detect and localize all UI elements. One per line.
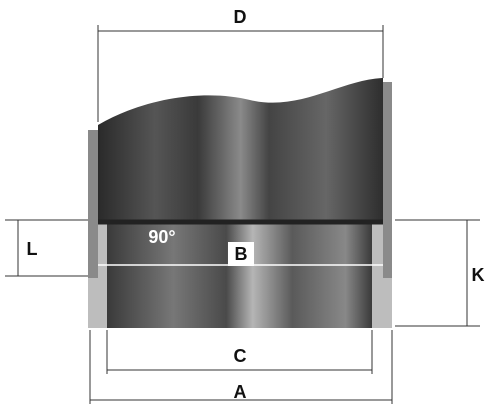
dimension-c: [106, 330, 373, 374]
label-c: C: [234, 346, 247, 366]
label-b: B: [235, 244, 248, 264]
angle-label: 90°: [148, 227, 175, 247]
wall-left-upper: [88, 130, 98, 278]
dimension-a: [89, 330, 393, 404]
pipe-upper: [98, 78, 383, 222]
dimension-d: [97, 25, 384, 122]
label-box: [228, 242, 254, 266]
dimension-l: [5, 219, 88, 277]
label-a: A: [234, 382, 247, 402]
dimension-k: [395, 219, 480, 327]
pipe-lower: [107, 222, 372, 328]
wall-right-upper: [383, 82, 392, 278]
label-l: L: [27, 239, 38, 259]
label-d: D: [234, 7, 247, 27]
label-k: K: [472, 265, 485, 285]
